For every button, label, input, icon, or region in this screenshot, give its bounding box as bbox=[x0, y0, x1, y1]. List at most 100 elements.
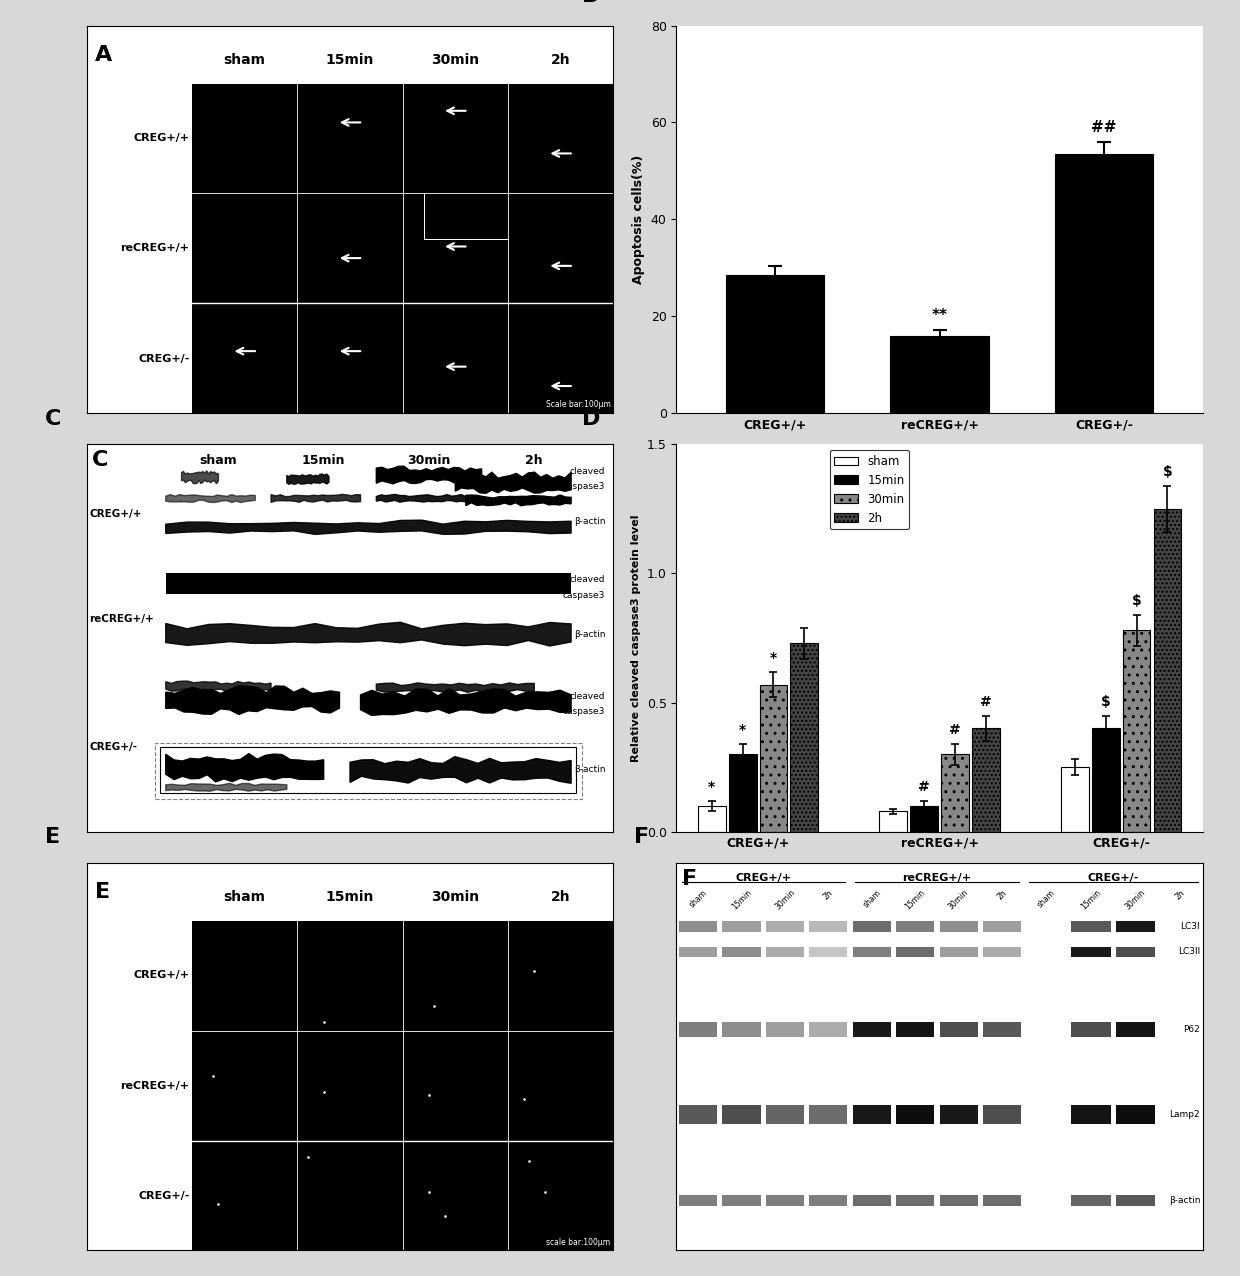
Bar bbox=[723, 1194, 760, 1206]
Text: C: C bbox=[92, 450, 108, 470]
Text: *: * bbox=[708, 781, 715, 795]
Text: cleaved: cleaved bbox=[570, 467, 605, 476]
Bar bbox=[1116, 1105, 1156, 1124]
Text: CREG+/-: CREG+/- bbox=[1087, 873, 1140, 883]
Bar bbox=[680, 947, 717, 957]
Bar bbox=[810, 1022, 847, 1037]
Bar bbox=[983, 921, 1022, 933]
Text: $: $ bbox=[1101, 695, 1111, 709]
Bar bbox=[897, 1105, 934, 1124]
Polygon shape bbox=[181, 471, 218, 484]
Text: CREG+/+: CREG+/+ bbox=[134, 970, 190, 980]
Text: *: * bbox=[770, 651, 777, 665]
Text: 30min: 30min bbox=[1123, 888, 1147, 911]
Bar bbox=[1116, 947, 1156, 957]
Text: β-actin: β-actin bbox=[574, 629, 605, 638]
Bar bbox=[1071, 1022, 1111, 1037]
Text: reCREG+/+: reCREG+/+ bbox=[89, 614, 154, 624]
Text: 15min: 15min bbox=[326, 889, 374, 903]
Bar bbox=[910, 806, 937, 832]
Bar bbox=[1055, 154, 1153, 413]
Text: CREG+/+: CREG+/+ bbox=[89, 509, 141, 519]
Bar bbox=[1071, 1194, 1111, 1206]
Bar bbox=[853, 1194, 890, 1206]
Text: sham: sham bbox=[200, 454, 237, 467]
Text: cleaved: cleaved bbox=[570, 575, 605, 584]
Text: 2h: 2h bbox=[996, 888, 1008, 901]
Bar bbox=[680, 1022, 717, 1037]
Bar bbox=[897, 1022, 934, 1037]
Bar bbox=[725, 276, 825, 413]
Text: β-actin: β-actin bbox=[574, 517, 605, 526]
Polygon shape bbox=[272, 494, 361, 503]
Text: CREG+/+: CREG+/+ bbox=[134, 133, 190, 143]
Bar bbox=[766, 947, 804, 957]
Bar bbox=[853, 1022, 890, 1037]
Polygon shape bbox=[376, 683, 534, 693]
Polygon shape bbox=[166, 623, 572, 646]
Bar bbox=[766, 1194, 804, 1206]
Bar bbox=[810, 921, 847, 933]
Polygon shape bbox=[376, 466, 481, 484]
Text: 2h: 2h bbox=[551, 52, 570, 66]
Text: E: E bbox=[45, 827, 60, 847]
Text: #: # bbox=[919, 781, 930, 795]
Bar bbox=[983, 1194, 1022, 1206]
Text: caspase3: caspase3 bbox=[563, 707, 605, 716]
Text: B: B bbox=[582, 0, 599, 6]
Text: sham: sham bbox=[223, 52, 265, 66]
Text: CREG+/-: CREG+/- bbox=[138, 1192, 190, 1201]
Polygon shape bbox=[466, 495, 572, 505]
Text: sham: sham bbox=[223, 889, 265, 903]
Bar bbox=[1116, 1022, 1156, 1037]
Text: Scale bar:100μm: Scale bar:100μm bbox=[546, 401, 610, 410]
Bar bbox=[853, 1105, 890, 1124]
Bar bbox=[723, 1022, 760, 1037]
Polygon shape bbox=[455, 472, 572, 494]
Polygon shape bbox=[166, 754, 324, 782]
Bar bbox=[983, 1105, 1022, 1124]
Polygon shape bbox=[166, 495, 255, 503]
Bar bbox=[160, 746, 577, 794]
Polygon shape bbox=[166, 685, 340, 715]
Bar bbox=[810, 1194, 847, 1206]
Text: *: * bbox=[739, 723, 746, 738]
Text: 15min: 15min bbox=[301, 454, 346, 467]
Bar bbox=[972, 729, 999, 832]
Text: sham: sham bbox=[1035, 888, 1056, 910]
Text: F: F bbox=[682, 869, 697, 888]
Text: 2h: 2h bbox=[551, 889, 570, 903]
Text: sham: sham bbox=[862, 888, 883, 910]
Bar bbox=[680, 1194, 717, 1206]
Text: 2h: 2h bbox=[526, 454, 543, 467]
Bar bbox=[940, 921, 978, 933]
Bar bbox=[192, 921, 614, 1250]
Text: A: A bbox=[94, 45, 112, 65]
Bar bbox=[790, 643, 818, 832]
Text: 30min: 30min bbox=[774, 888, 797, 911]
Bar bbox=[879, 812, 908, 832]
Bar bbox=[897, 921, 934, 933]
Text: CREG+/+: CREG+/+ bbox=[735, 873, 791, 883]
Polygon shape bbox=[361, 689, 572, 716]
Text: reCREG+/+: reCREG+/+ bbox=[120, 244, 190, 254]
Text: reCREG+/+: reCREG+/+ bbox=[903, 873, 971, 883]
Text: #: # bbox=[980, 695, 992, 709]
Text: LC3I: LC3I bbox=[1180, 923, 1200, 931]
Bar bbox=[729, 754, 756, 832]
Text: C: C bbox=[45, 408, 61, 429]
Text: CREG+/-: CREG+/- bbox=[89, 741, 138, 752]
Bar bbox=[940, 947, 978, 957]
Bar bbox=[941, 754, 968, 832]
Text: D: D bbox=[582, 408, 600, 429]
Bar bbox=[723, 1105, 760, 1124]
Text: 30min: 30min bbox=[432, 889, 480, 903]
Text: #: # bbox=[949, 723, 961, 738]
Bar bbox=[890, 336, 990, 413]
Text: scale bar:100μm: scale bar:100μm bbox=[547, 1238, 610, 1247]
Text: 30min: 30min bbox=[432, 52, 480, 66]
Bar bbox=[853, 921, 890, 933]
Y-axis label: Apoptosis cells(%): Apoptosis cells(%) bbox=[632, 154, 645, 285]
Bar bbox=[192, 84, 614, 413]
Bar bbox=[810, 1105, 847, 1124]
